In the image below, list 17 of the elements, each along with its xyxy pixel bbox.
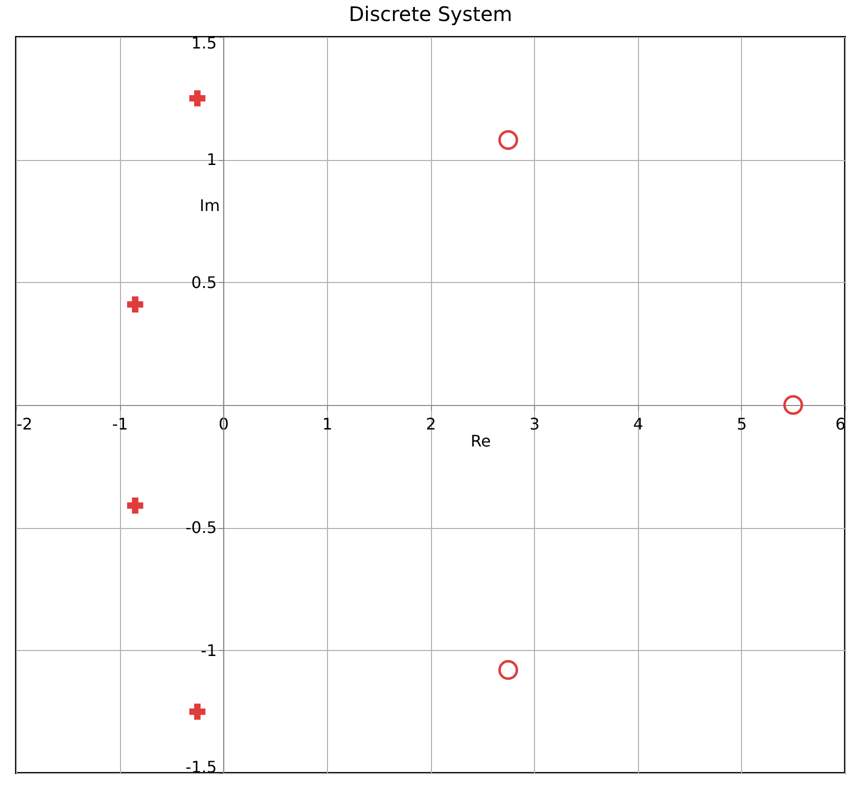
x-tick-label: -2 <box>16 414 32 434</box>
x-tick-label: 3 <box>530 414 540 434</box>
x-tick-label: 1 <box>322 414 332 434</box>
x-tick-label: 2 <box>426 414 436 434</box>
x-tick-label: 4 <box>633 414 644 434</box>
y-tick-label: 1.5 <box>191 34 217 52</box>
x-tick-label: -1 <box>112 414 128 434</box>
x-tick-label: 5 <box>736 414 747 434</box>
x-tick-label: 6 <box>835 414 846 434</box>
y-tick-label: -1 <box>200 640 217 660</box>
y-tick-label: -0.5 <box>186 518 217 538</box>
y-tick-label: 0.5 <box>191 272 217 292</box>
x-tick-label: 0 <box>218 414 229 434</box>
chart-title: Discrete System <box>348 2 512 26</box>
y-tick-label: 1 <box>206 150 217 170</box>
x-axis-title: Re <box>470 432 491 450</box>
y-axis-title: Im <box>200 196 220 216</box>
